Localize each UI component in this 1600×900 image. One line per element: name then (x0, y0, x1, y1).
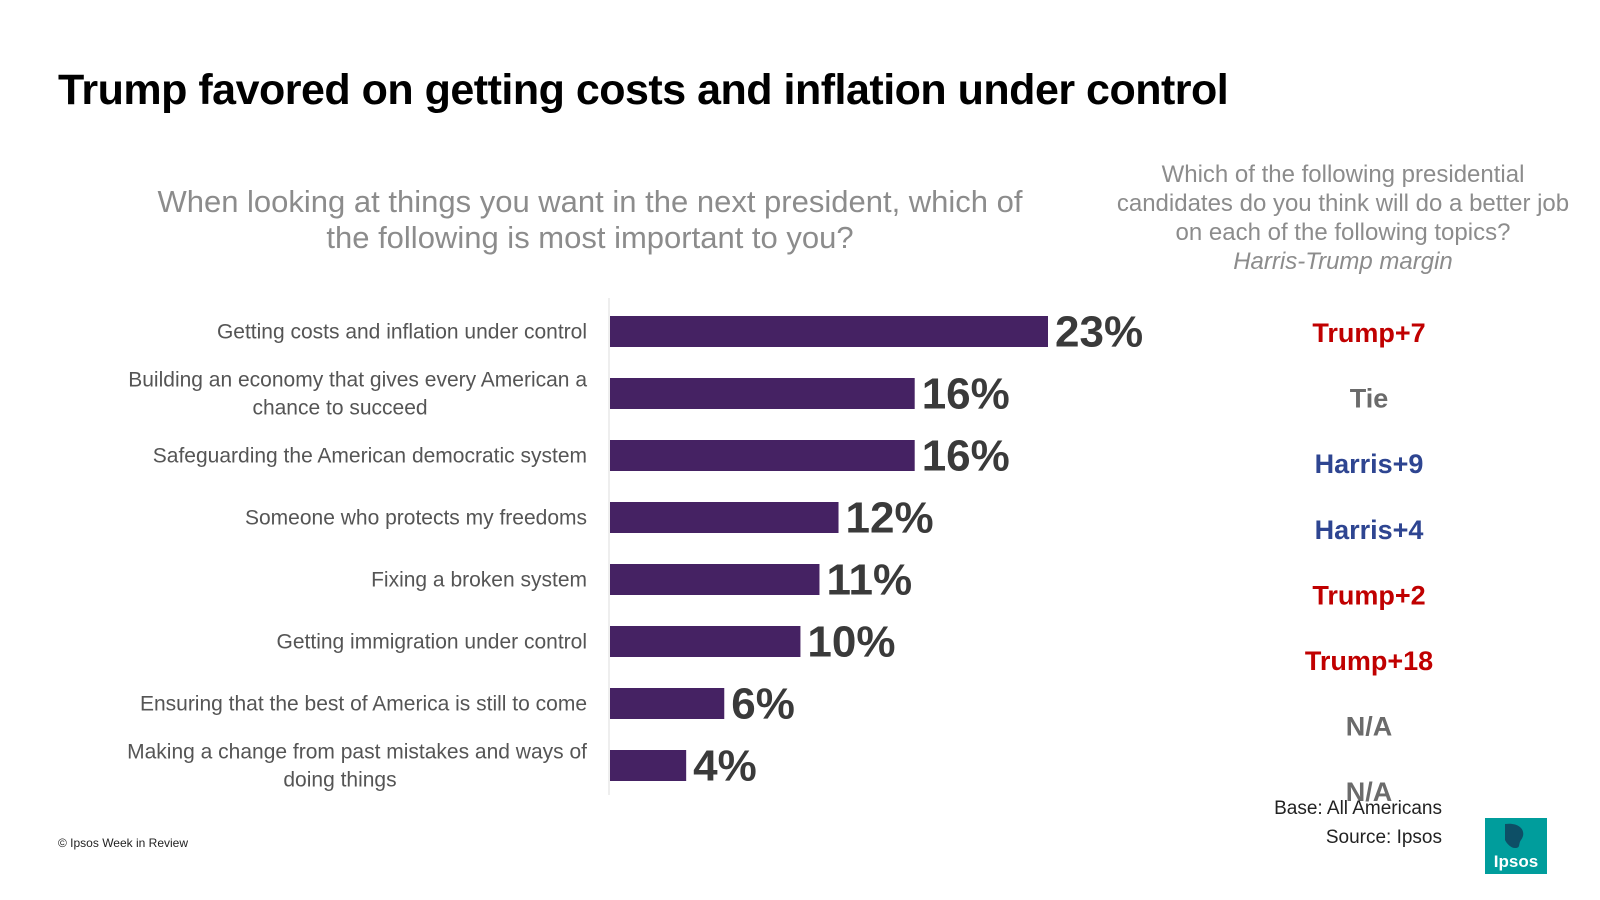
margin-label: Harris+9 (1315, 449, 1424, 479)
bar (610, 378, 915, 409)
ipsos-logo: Ipsos (1485, 818, 1547, 874)
margin-label: N/A (1346, 777, 1393, 807)
page-title: Trump favored on getting costs and infla… (58, 66, 1229, 114)
value-label: 23% (1055, 308, 1143, 357)
margin-label: Trump+18 (1305, 646, 1433, 676)
category-label: Building an economy that gives every Ame… (128, 369, 587, 420)
margin-label: Trump+2 (1312, 580, 1425, 610)
bar (610, 316, 1048, 347)
value-label: 6% (731, 680, 795, 729)
margin-label: N/A (1346, 712, 1393, 742)
bar (610, 564, 820, 595)
value-label: 11% (826, 556, 912, 605)
logo-head-icon (1505, 823, 1524, 848)
value-label: 4% (693, 742, 757, 791)
copyright: © Ipsos Week in Review (58, 836, 189, 850)
source-note: Source: Ipsos (1325, 827, 1442, 848)
value-label: 16% (922, 370, 1010, 419)
bar (610, 502, 839, 533)
logo-text: Ipsos (1494, 852, 1538, 871)
base-note: Base: All Americans (1274, 798, 1442, 819)
value-label: 16% (922, 432, 1010, 481)
bar (610, 688, 725, 719)
right-question-text: Which of the following presidential cand… (1116, 161, 1570, 246)
left-question: When looking at things you want in the n… (157, 184, 1023, 255)
right-question: Which of the following presidential cand… (1108, 160, 1578, 276)
margin-label: Tie (1350, 384, 1389, 414)
bar (610, 626, 801, 657)
category-label: Someone who protects my freedoms (245, 507, 587, 530)
value-label: 12% (846, 494, 934, 543)
bar (610, 440, 915, 471)
bar (610, 750, 687, 781)
margin-label: Trump+7 (1312, 318, 1425, 348)
category-label: Fixing a broken system (371, 569, 587, 592)
category-label: Safeguarding the American democratic sys… (153, 445, 587, 468)
category-label: Ensuring that the best of America is sti… (140, 693, 587, 716)
footer-source-block: Base: All Americans Source: Ipsos (1274, 794, 1442, 852)
category-label: Getting costs and inflation under contro… (217, 321, 587, 344)
category-label: Getting immigration under control (277, 631, 587, 654)
category-label: Making a change from past mistakes and w… (127, 741, 587, 792)
right-question-subtitle: Harris-Trump margin (1233, 248, 1453, 275)
value-label: 10% (807, 618, 895, 667)
margin-label: Harris+4 (1315, 515, 1424, 545)
